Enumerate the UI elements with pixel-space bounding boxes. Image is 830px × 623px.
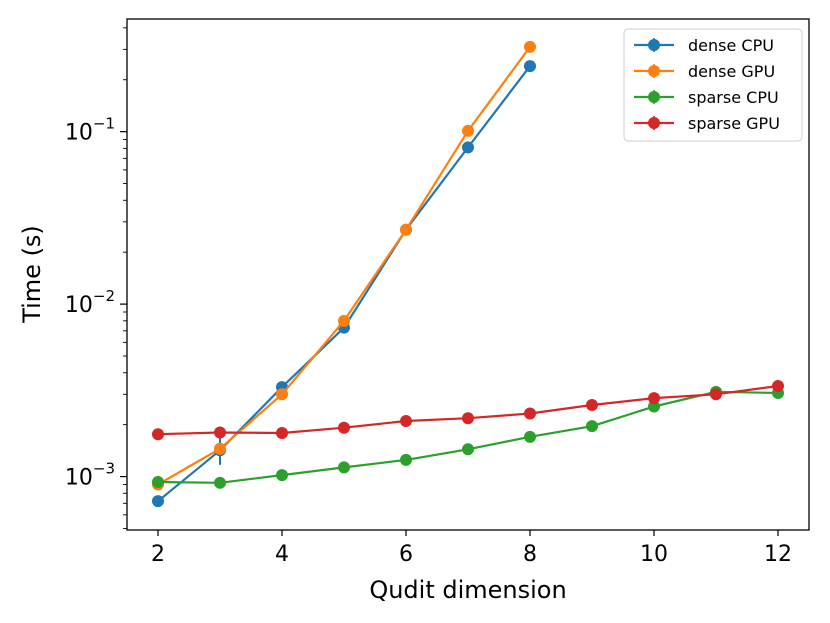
y-tick-exponent: −3 bbox=[93, 460, 115, 478]
legend-label: dense GPU bbox=[688, 62, 775, 81]
y-axis-ticks: 10−310−210−1 bbox=[65, 27, 127, 529]
y-tick-label: 10−1 bbox=[65, 115, 115, 146]
y-tick-base: 10 bbox=[65, 466, 93, 491]
legend-label: sparse GPU bbox=[688, 114, 780, 133]
data-point bbox=[648, 400, 660, 413]
data-point bbox=[772, 380, 784, 393]
data-point bbox=[400, 223, 412, 236]
data-point bbox=[648, 392, 660, 405]
legend: dense CPU dense GPU sparse CPU sparse GPU bbox=[623, 28, 803, 142]
data-point bbox=[338, 314, 350, 327]
data-point bbox=[152, 476, 164, 489]
data-point bbox=[152, 495, 164, 508]
x-axis-ticks: 2 4 6 8 10 12 bbox=[151, 530, 792, 567]
data-point bbox=[586, 399, 598, 412]
data-point bbox=[524, 407, 536, 420]
plot-area bbox=[152, 40, 784, 508]
data-point bbox=[524, 40, 536, 53]
data-point bbox=[214, 476, 226, 489]
x-axis-label: Qudit dimension bbox=[369, 576, 566, 604]
x-tick-label: 2 bbox=[151, 542, 165, 567]
data-point bbox=[400, 415, 412, 428]
x-tick-label: 10 bbox=[640, 542, 668, 567]
series-line bbox=[157, 65, 531, 503]
y-tick-base: 10 bbox=[65, 121, 93, 146]
data-point bbox=[710, 388, 722, 401]
y-tick-base: 10 bbox=[65, 293, 93, 318]
data-point bbox=[462, 124, 474, 137]
series-line bbox=[157, 46, 531, 486]
data-point bbox=[524, 60, 536, 73]
data-point bbox=[400, 453, 412, 466]
data-point bbox=[214, 442, 226, 455]
x-tick-label: 4 bbox=[275, 542, 289, 567]
data-point bbox=[524, 430, 536, 443]
data-point bbox=[276, 426, 288, 439]
x-tick-label: 6 bbox=[399, 542, 413, 567]
data-point bbox=[462, 412, 474, 425]
data-point bbox=[338, 421, 350, 434]
x-tick-label: 8 bbox=[523, 542, 537, 567]
data-point bbox=[586, 420, 598, 433]
x-tick-label: 12 bbox=[764, 542, 792, 567]
legend-label: dense CPU bbox=[688, 36, 774, 55]
y-tick-exponent: −1 bbox=[93, 115, 115, 133]
y-axis-label: Time (s) bbox=[18, 225, 46, 324]
y-tick-exponent: −2 bbox=[93, 287, 115, 305]
y-tick-label: 10−3 bbox=[65, 460, 115, 491]
y-tick-label: 10−2 bbox=[65, 287, 115, 318]
data-point bbox=[276, 388, 288, 401]
data-point bbox=[214, 426, 226, 439]
axes-frame bbox=[126, 18, 810, 531]
series-line bbox=[157, 384, 779, 436]
legend-box bbox=[623, 28, 803, 142]
data-point bbox=[338, 461, 350, 474]
series-line bbox=[157, 390, 779, 484]
legend-label: sparse CPU bbox=[688, 88, 779, 107]
data-point bbox=[462, 141, 474, 154]
data-point bbox=[152, 428, 164, 441]
data-point bbox=[462, 443, 474, 456]
data-point bbox=[276, 469, 288, 482]
